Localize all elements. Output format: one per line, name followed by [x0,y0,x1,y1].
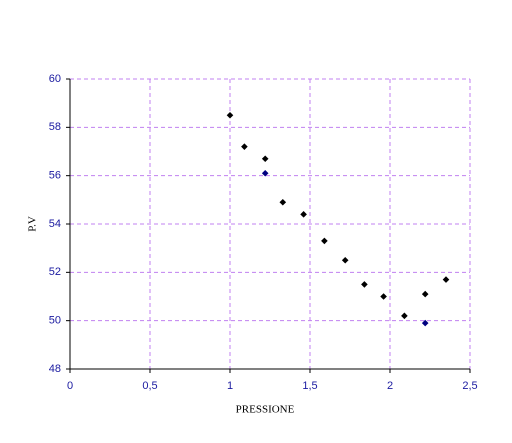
y-tick-label: 58 [49,121,61,133]
x-axis-title: PRESSIONE [236,404,295,416]
x-tick-label: 0,5 [142,380,157,392]
x-tick-label: 2,5 [462,380,477,392]
point [361,281,368,288]
point [401,312,408,320]
point [226,111,234,119]
point [300,211,307,218]
y-axis-title: P.V [27,216,39,232]
y-tick-label: 50 [49,315,61,327]
point [241,143,248,150]
x-tick-label: 1 [227,380,233,392]
y-tick-label: 52 [49,266,61,278]
point [421,290,429,298]
y-tick-label: 54 [49,218,61,230]
point [442,276,450,283]
point [279,198,287,206]
x-tick-label: 0 [67,380,73,392]
y-tick-label: 48 [49,363,61,375]
x-tick-label: 1,5 [302,380,317,392]
point [341,256,349,264]
point [380,293,387,300]
point [261,169,269,177]
point [321,237,328,245]
y-tick-label: 60 [49,73,61,85]
point [261,155,269,163]
y-tick-label: 56 [49,170,61,182]
point [421,319,429,327]
x-tick-label: 2 [387,380,393,392]
